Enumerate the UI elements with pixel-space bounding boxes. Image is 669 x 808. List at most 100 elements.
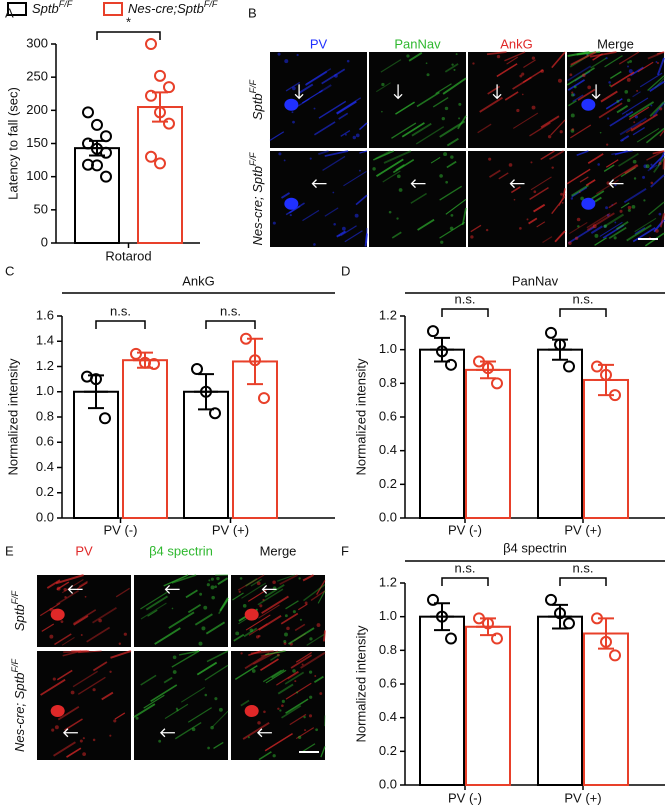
texture [642,175,646,179]
texture [646,150,665,161]
texture [395,164,405,171]
texture [56,586,61,591]
texture [577,225,580,228]
texture [309,637,313,641]
texture [338,234,341,237]
texture [72,670,98,688]
data-point [90,373,102,386]
legend-label-main: Nes-cre;Sptb [128,1,204,16]
micrograph [231,651,325,760]
texture [656,51,665,55]
texture [580,196,584,201]
texture [281,699,285,703]
texture [82,752,86,756]
texture [284,671,305,685]
texture [450,155,454,159]
column-header: AnkG [500,36,533,51]
row-label-sup: F/F [10,590,20,604]
x-tick-label: PV (-) [104,522,138,537]
texture [381,110,383,113]
texture [612,164,638,181]
texture [199,592,203,596]
texture [276,653,280,657]
texture [292,669,296,673]
texture [605,206,609,210]
texture [336,100,357,115]
texture [79,739,83,743]
texture [303,715,306,719]
texture [579,176,589,183]
texture [313,107,316,110]
texture [629,59,633,63]
texture [496,63,518,78]
texture [258,751,272,761]
y-tick-label: 150 [26,135,48,150]
texture [630,113,658,132]
texture [568,100,577,107]
texture [158,739,162,743]
cell-body [581,98,596,111]
error-bar [194,373,218,411]
y-axis-label: Latency to fall (sec) [5,87,20,200]
texture [581,73,586,78]
texture [659,130,665,137]
texture [235,631,240,636]
data-point [491,632,503,645]
texture [283,159,286,162]
texture [637,61,654,73]
comparison-label: n.s. [573,560,594,575]
texture [207,746,210,750]
micrograph [270,52,367,148]
texture [92,738,96,742]
texture [625,122,642,134]
texture [277,574,295,582]
texture [643,199,646,202]
texture [557,78,562,83]
texture [645,127,665,144]
texture [82,737,85,740]
data-point [427,593,439,606]
texture [619,117,647,136]
texture [567,51,590,57]
texture [302,574,314,582]
texture [280,192,291,199]
texture [286,626,290,631]
texture [626,77,631,82]
row-label-main: Nes-cre; Sptb [250,166,265,245]
texture [324,150,349,157]
texture [319,692,323,695]
row-label-main: Sptb [12,604,27,631]
texture [355,194,368,206]
texture [205,621,226,635]
texture [604,55,623,68]
texture [587,153,604,164]
texture [285,600,299,610]
texture [626,113,628,116]
data-point [600,368,612,381]
texture [516,108,520,113]
comparison-label: n.s. [110,303,131,318]
texture [234,665,258,680]
texture [569,124,592,139]
texture [627,205,632,210]
data-point [563,360,575,373]
texture [304,729,307,732]
legend-label: Nes-cre;SptbF/F [128,0,218,16]
texture [248,623,268,636]
texture [647,75,665,92]
texture [232,592,244,601]
texture [401,122,425,138]
texture [536,221,546,228]
texture [322,630,326,642]
data-point [258,392,270,405]
texture [649,154,665,170]
data-point [154,69,166,82]
texture [621,97,649,115]
texture [620,202,630,209]
texture [616,221,629,230]
error-bar [430,602,454,632]
y-tick-label: 0.6 [379,675,397,690]
y-tick-label: 0.6 [36,434,54,449]
texture [504,91,519,101]
micrograph [468,151,565,247]
